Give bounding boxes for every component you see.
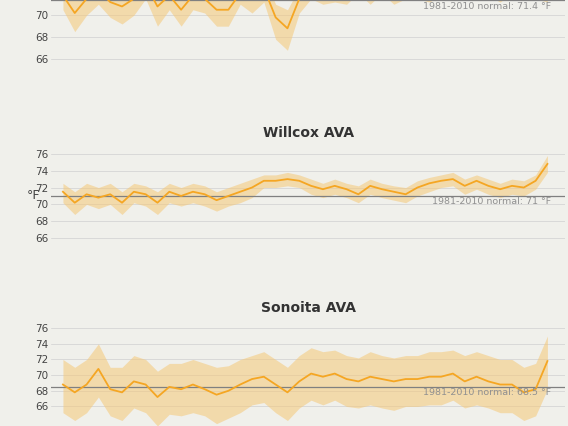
Title: Sonoita AVA: Sonoita AVA: [261, 301, 356, 315]
Text: 1981-2010 normal: 71.4 °F: 1981-2010 normal: 71.4 °F: [423, 2, 551, 11]
Y-axis label: °F: °F: [27, 190, 40, 202]
Text: 1981-2010 normal: 68.5 °F: 1981-2010 normal: 68.5 °F: [423, 388, 551, 397]
Title: Willcox AVA: Willcox AVA: [262, 126, 354, 140]
Text: 1981-2010 normal: 71 °F: 1981-2010 normal: 71 °F: [432, 197, 551, 206]
